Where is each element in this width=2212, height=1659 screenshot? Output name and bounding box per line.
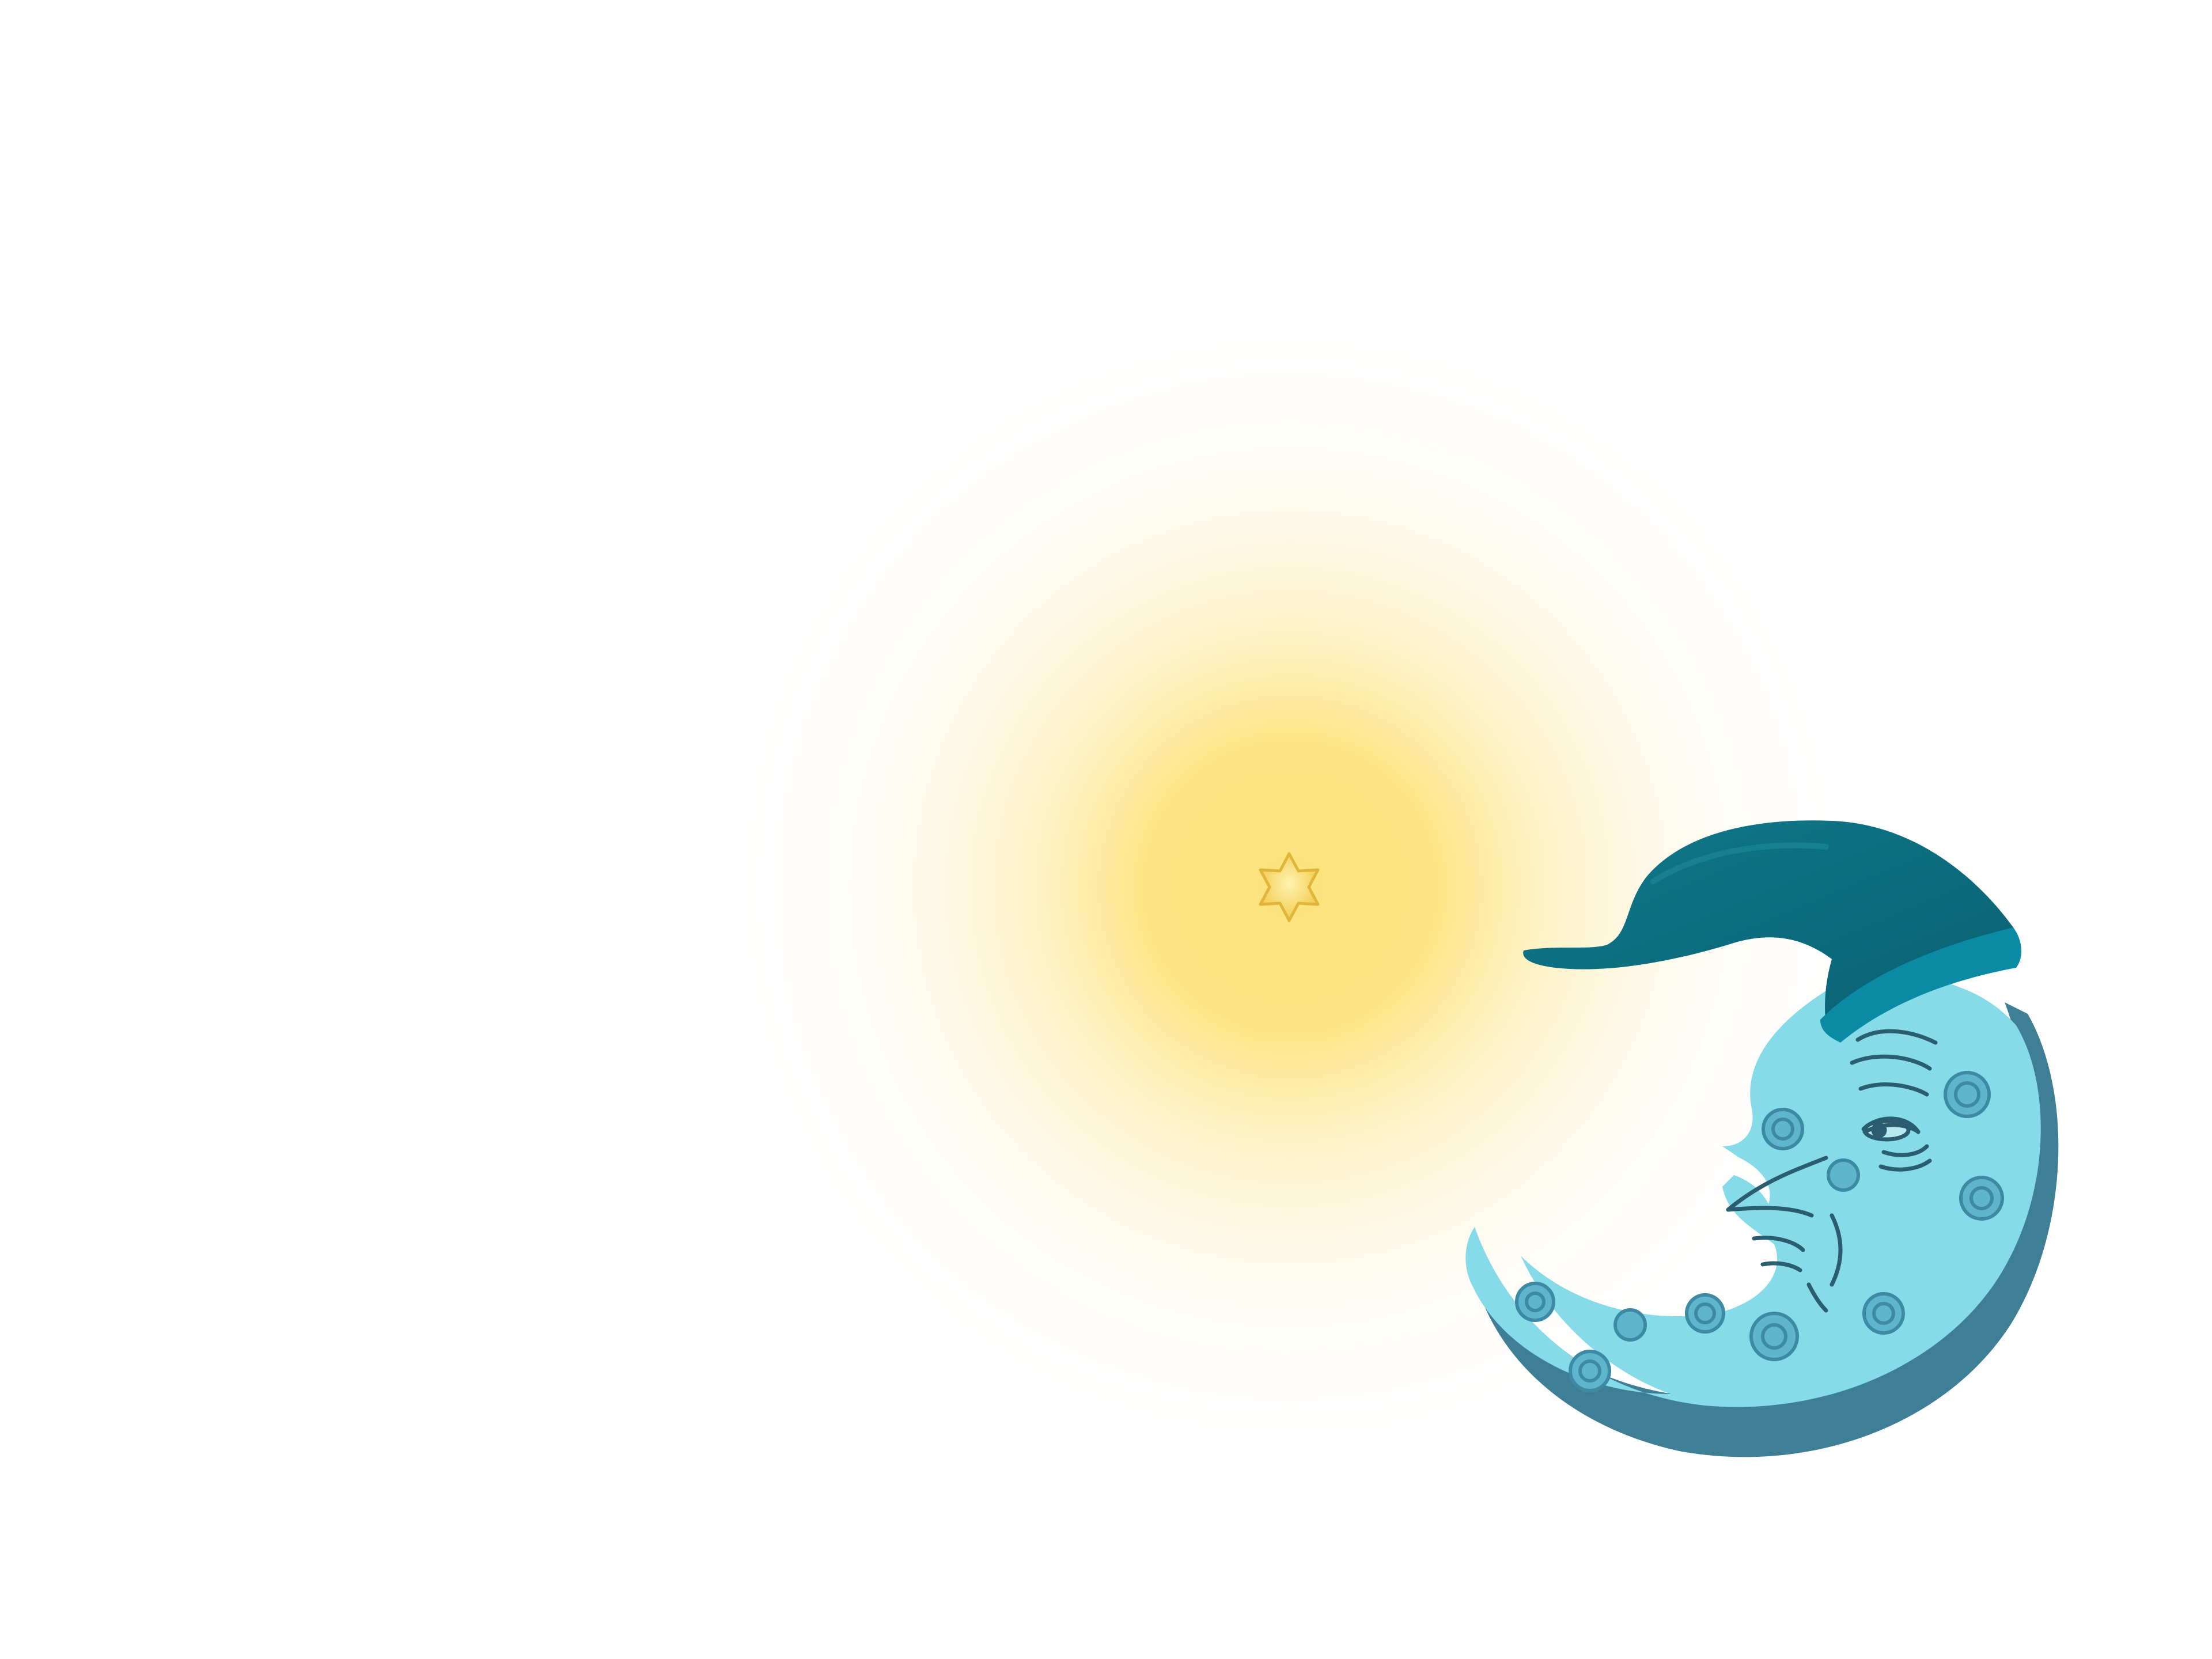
cap-band — [1820, 927, 2022, 1043]
crescent-moon — [1465, 976, 2059, 1457]
sleeping-cap — [1523, 820, 2022, 1043]
star-icon — [1259, 852, 1320, 922]
moon-facial-lines — [1726, 1029, 1938, 1313]
cap-highlight — [1650, 842, 1829, 884]
moon-spots — [1515, 1071, 2004, 1392]
